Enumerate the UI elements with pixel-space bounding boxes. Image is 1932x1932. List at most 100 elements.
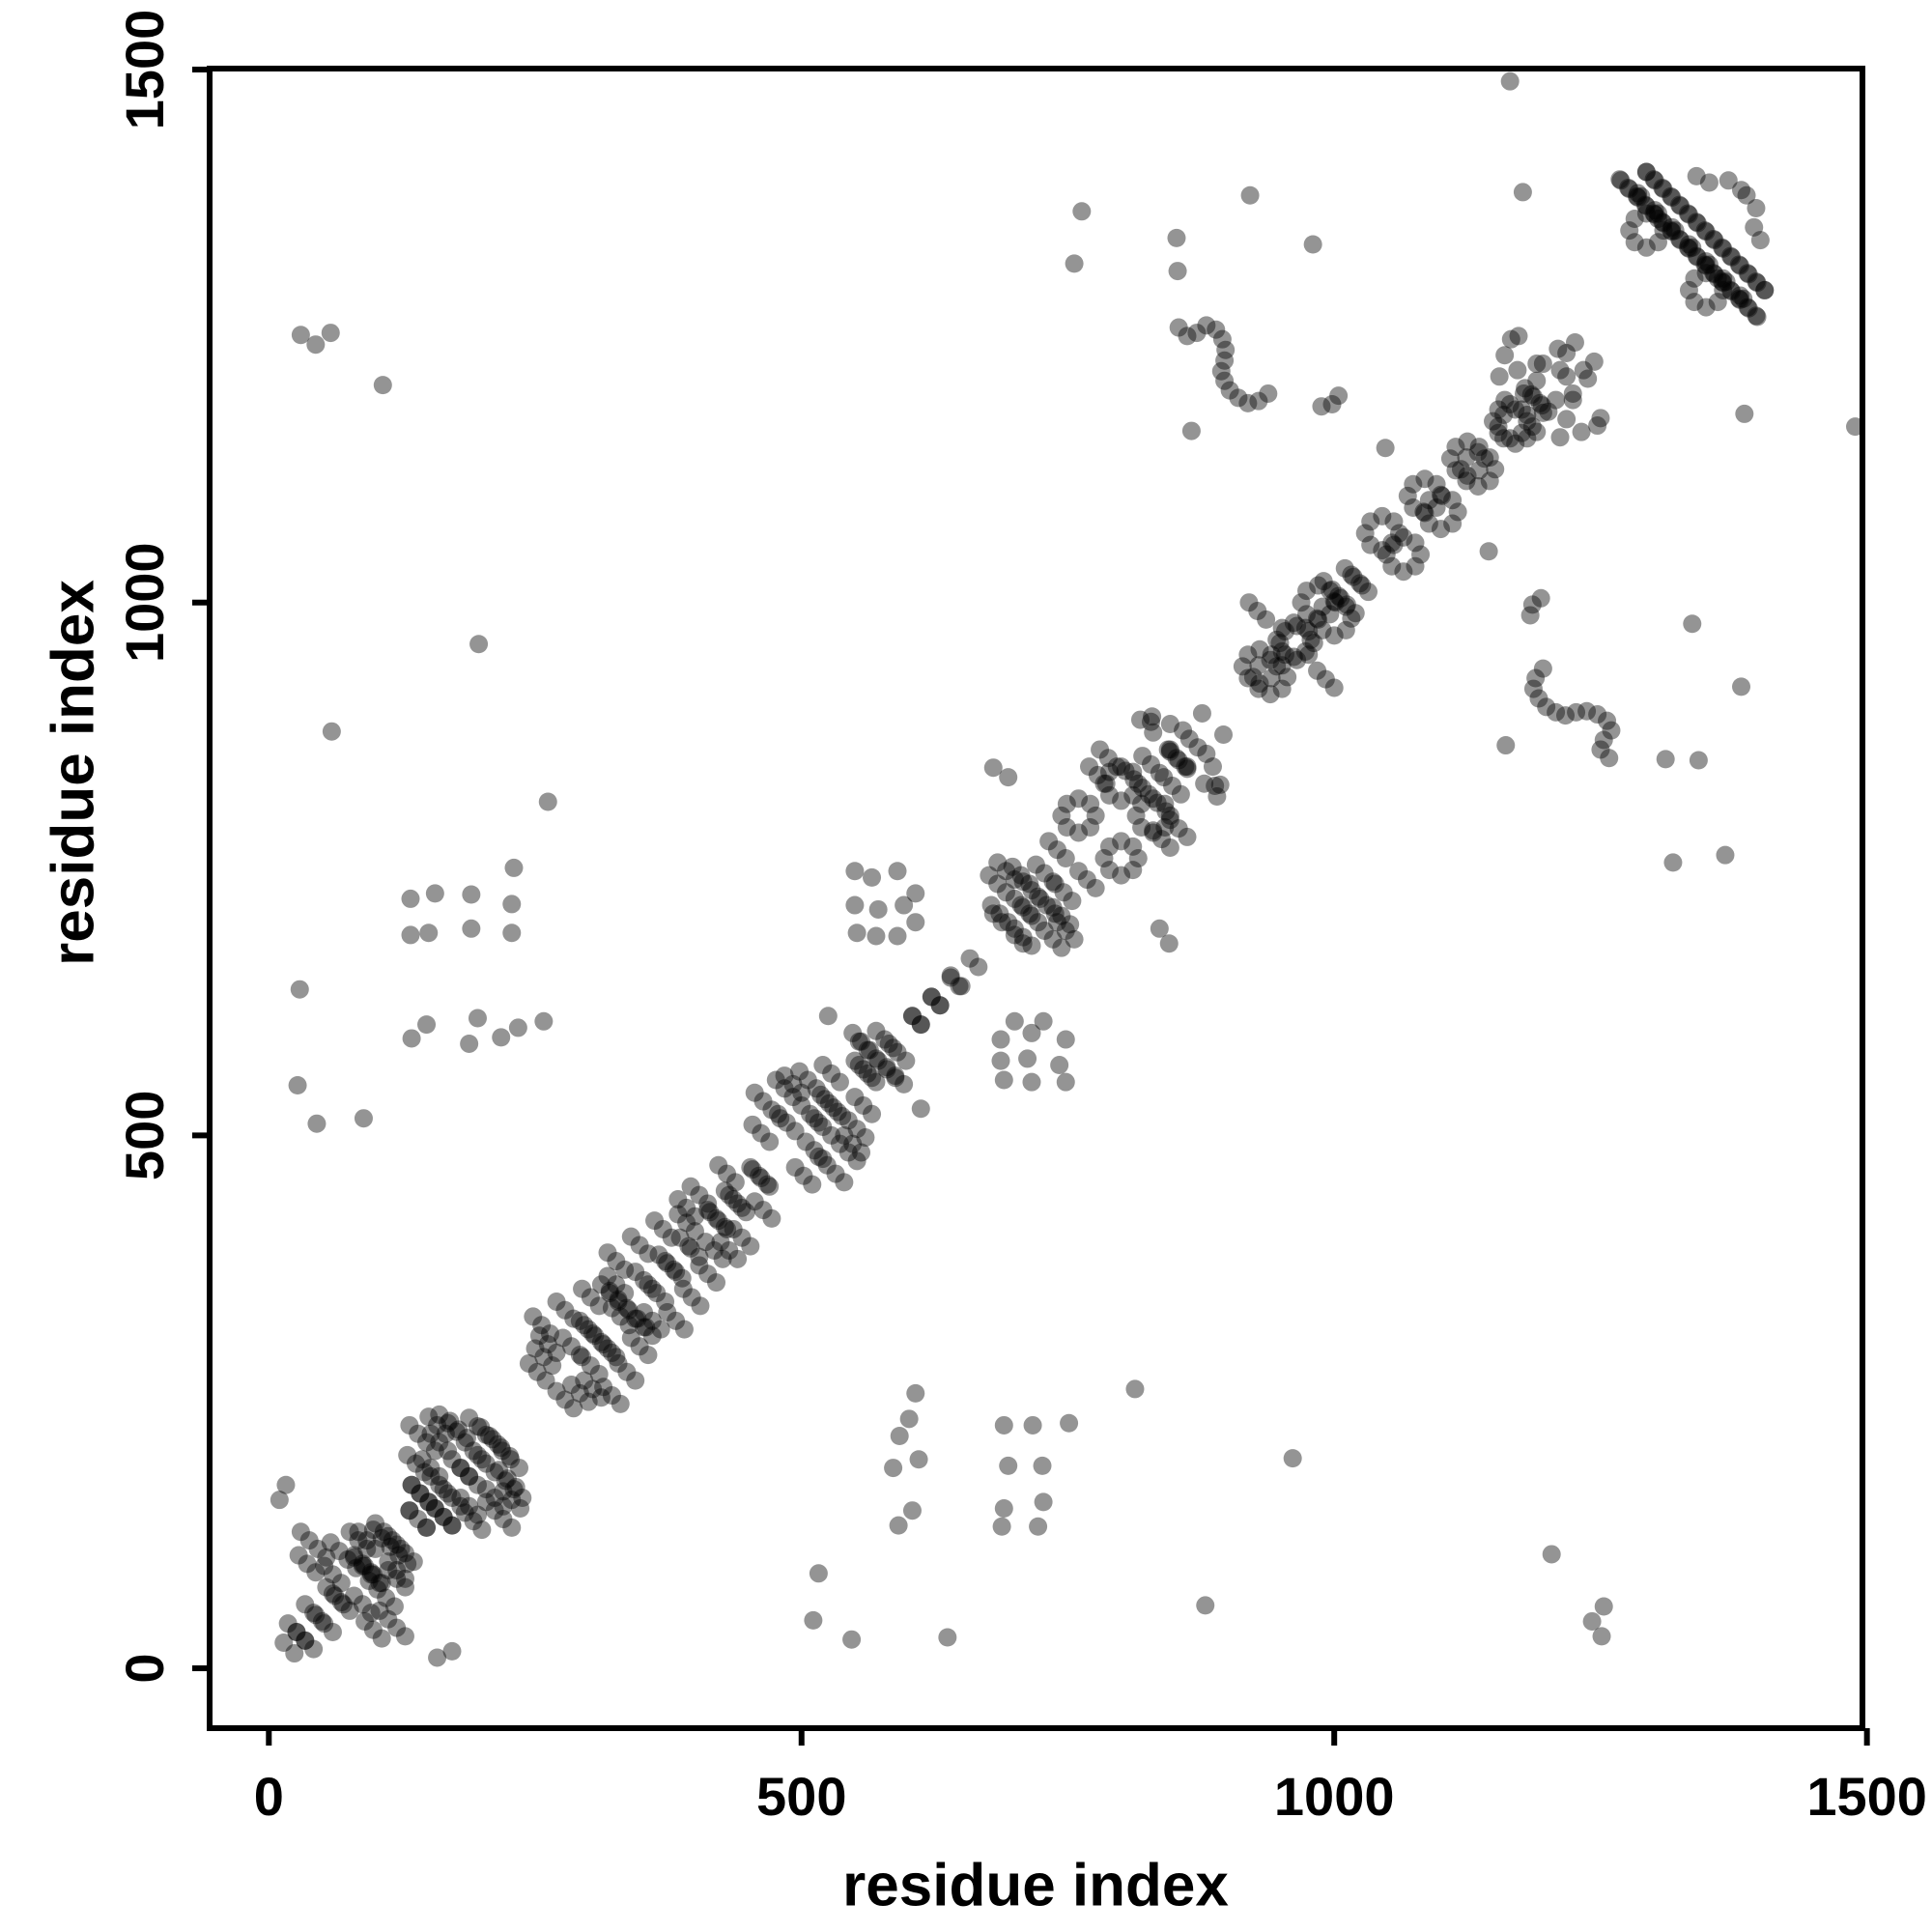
data-point	[460, 1466, 479, 1486]
data-point	[562, 1337, 582, 1356]
data-point	[589, 1296, 609, 1316]
data-point	[476, 1492, 496, 1512]
data-point	[1755, 280, 1775, 299]
data-point	[353, 1554, 372, 1574]
data-point	[711, 1233, 730, 1252]
data-point	[1022, 881, 1041, 900]
data-point	[363, 1565, 383, 1584]
data-point	[906, 1383, 925, 1403]
data-point	[902, 1501, 922, 1520]
data-point	[1243, 668, 1263, 687]
data-point	[822, 1064, 841, 1083]
data-point	[698, 1264, 718, 1284]
data-point	[1588, 705, 1607, 724]
data-point	[1275, 621, 1294, 640]
data-point	[1745, 217, 1764, 237]
data-point	[1233, 657, 1252, 676]
data-point	[941, 968, 960, 987]
data-point	[803, 1175, 822, 1194]
data-point	[1321, 605, 1340, 624]
data-point	[1099, 785, 1119, 805]
data-point	[529, 1326, 549, 1346]
data-point	[852, 1143, 871, 1162]
data-point	[690, 1247, 709, 1266]
data-point	[1148, 793, 1167, 812]
data-point	[377, 1588, 396, 1607]
data-point	[1648, 233, 1667, 252]
data-point	[417, 1433, 437, 1452]
data-point	[602, 1343, 621, 1362]
data-point	[1732, 677, 1751, 696]
data-point	[379, 1560, 398, 1579]
data-point	[442, 1516, 462, 1535]
data-point	[1208, 787, 1227, 807]
data-point	[564, 1309, 583, 1328]
data-point	[1099, 861, 1119, 880]
data-point	[1052, 806, 1071, 825]
data-point	[1636, 204, 1656, 223]
data-point	[1139, 784, 1158, 804]
data-point	[1500, 394, 1520, 413]
data-point	[619, 1316, 639, 1335]
data-point	[1419, 514, 1438, 533]
data-point	[372, 1528, 391, 1548]
data-point	[1178, 327, 1197, 346]
data-point	[1501, 329, 1520, 349]
data-point	[1132, 817, 1151, 837]
data-point	[1468, 476, 1488, 496]
data-point	[1489, 400, 1508, 419]
data-point	[990, 904, 1009, 923]
data-point	[867, 1072, 886, 1092]
data-point	[581, 1356, 600, 1376]
data-point	[1662, 187, 1682, 207]
data-point	[472, 1450, 492, 1469]
data-point	[1382, 556, 1402, 576]
data-point	[1588, 416, 1607, 436]
data-point	[1034, 1011, 1053, 1031]
data-point	[1747, 273, 1767, 293]
data-point	[353, 1595, 372, 1614]
data-point	[494, 1482, 513, 1501]
data-point	[1513, 183, 1532, 202]
data-point	[704, 1241, 724, 1261]
data-point	[1123, 785, 1143, 805]
x-axis-title: residue index	[842, 1852, 1229, 1919]
data-point	[506, 1477, 526, 1496]
data-point	[732, 1228, 752, 1247]
data-point	[1178, 759, 1197, 779]
data-point	[670, 1228, 690, 1247]
data-point	[1516, 379, 1535, 398]
data-point	[642, 1279, 662, 1298]
data-point	[1521, 385, 1541, 405]
data-point	[1283, 1449, 1302, 1468]
data-point	[609, 1290, 628, 1309]
data-point	[363, 1520, 383, 1540]
data-point	[404, 1552, 423, 1572]
data-point	[1045, 874, 1065, 894]
data-point	[401, 889, 420, 908]
data-point	[1480, 471, 1499, 491]
data-point	[805, 1141, 824, 1160]
data-point	[1250, 674, 1269, 694]
data-point	[1739, 298, 1758, 318]
data-point	[460, 1466, 479, 1486]
data-point	[1308, 661, 1327, 680]
data-point	[1495, 346, 1515, 365]
data-point	[591, 1275, 611, 1294]
data-point	[969, 957, 988, 977]
data-point	[366, 1539, 385, 1558]
data-point	[312, 1611, 331, 1631]
data-point	[1013, 897, 1033, 917]
data-point	[1013, 934, 1033, 953]
data-point	[1056, 1030, 1075, 1049]
data-point	[1069, 789, 1089, 809]
data-point	[736, 1203, 755, 1222]
data-point	[1128, 848, 1148, 867]
data-point	[1178, 827, 1197, 846]
data-point	[1574, 360, 1593, 380]
data-point	[1687, 213, 1706, 232]
data-point	[685, 1222, 704, 1241]
data-point	[464, 1512, 483, 1531]
data-point	[602, 1386, 621, 1406]
